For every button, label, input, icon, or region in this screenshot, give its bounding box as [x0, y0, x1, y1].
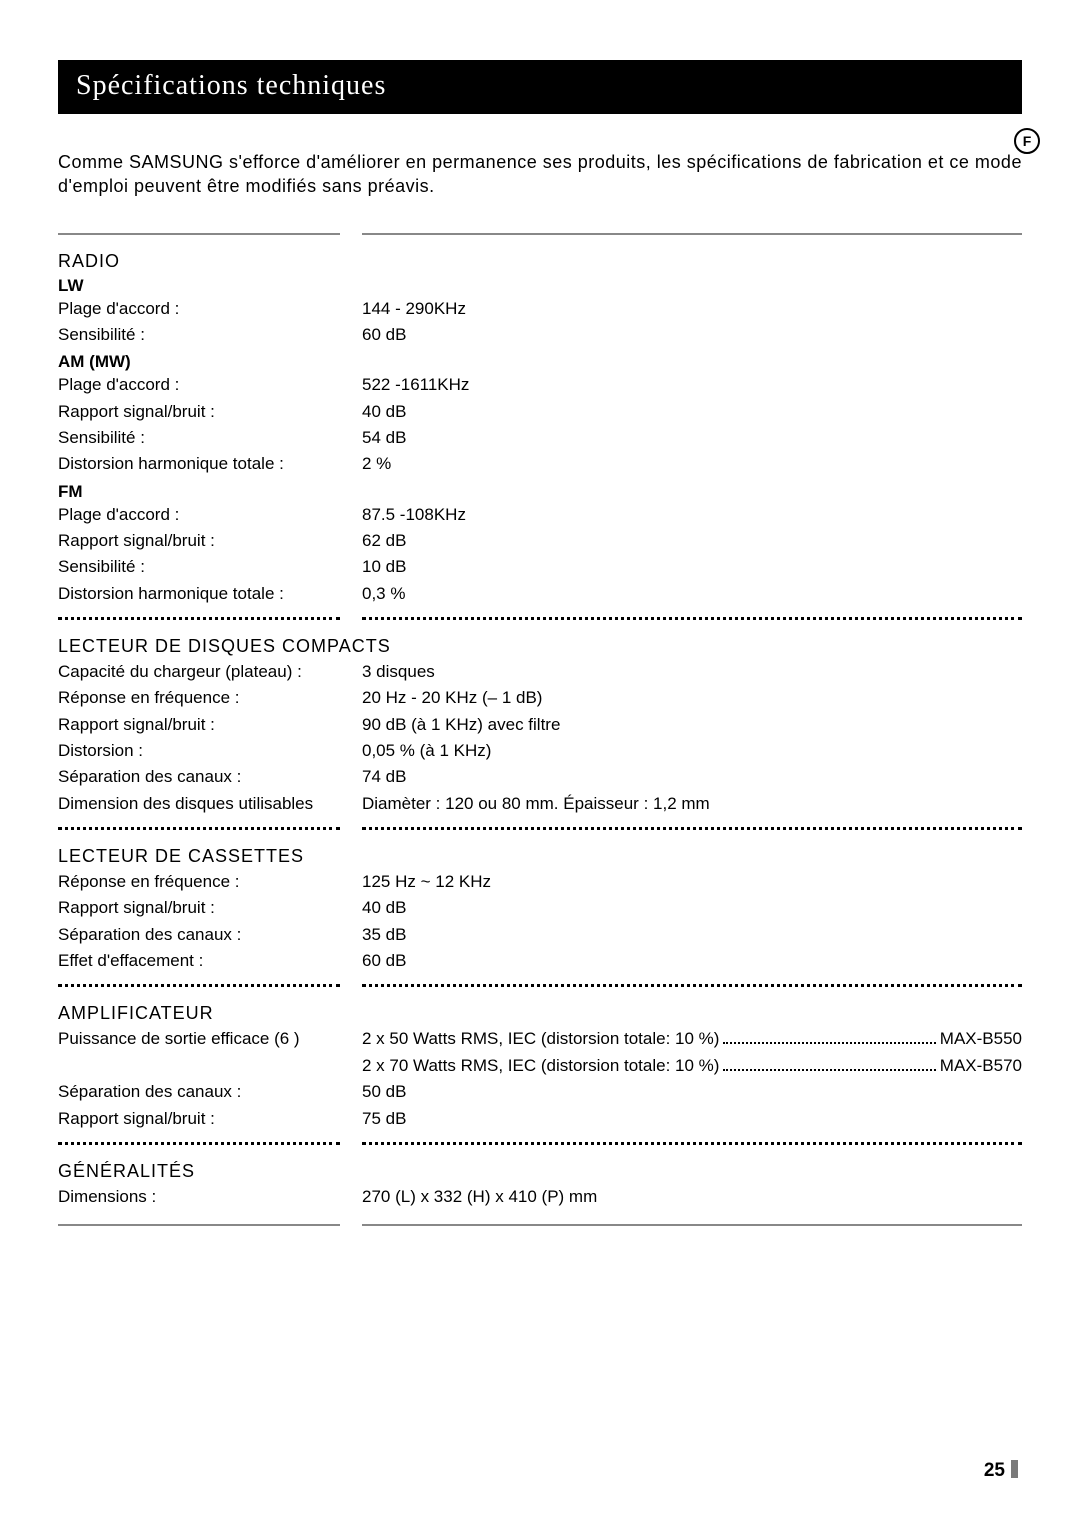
spec-label: Réponse en fréquence :: [58, 869, 362, 895]
spec-row: Rapport signal/bruit :40 dB: [58, 895, 1022, 921]
section-amp-title: AMPLIFICATEUR: [58, 1003, 1022, 1024]
spec-table: RADIO LW Plage d'accord :144 - 290KHzSen…: [58, 233, 1022, 1227]
badge-letter: F: [1014, 128, 1040, 154]
spec-value: 60 dB: [362, 948, 1022, 974]
spec-label: Distorsion harmonique totale :: [58, 581, 362, 607]
section-cd-title: LECTEUR DE DISQUES COMPACTS: [58, 636, 1022, 657]
spec-row: Rapport signal/bruit :90 dB (à 1 KHz) av…: [58, 712, 1022, 738]
spec-row: Séparation des canaux :74 dB: [58, 764, 1022, 790]
section-radio-title: RADIO: [58, 251, 1022, 272]
radio-fm-label: FM: [58, 482, 1022, 502]
spec-row: Plage d'accord :87.5 -108KHz: [58, 502, 1022, 528]
amp-model: MAX-B550: [940, 1026, 1022, 1052]
spec-label: Distorsion :: [58, 738, 362, 764]
spec-label: Dimensions :: [58, 1184, 362, 1210]
spec-value: 50 dB: [362, 1079, 1022, 1105]
amp-spec: 2 x 50 Watts RMS, IEC (distorsion totale…: [362, 1026, 719, 1052]
spec-row: Rapport signal/bruit :62 dB: [58, 528, 1022, 554]
dot-leader: [723, 1030, 935, 1044]
spec-value: 10 dB: [362, 554, 1022, 580]
spec-row: Séparation des canaux :35 dB: [58, 922, 1022, 948]
spec-label: Plage d'accord :: [58, 296, 362, 322]
spec-value: 40 dB: [362, 399, 1022, 425]
amp-power-row: Puissance de sortie efficace (6 )2 x 50 …: [58, 1026, 1022, 1052]
spec-row: Sensibilité :60 dB: [58, 322, 1022, 348]
spec-label: Réponse en fréquence :: [58, 685, 362, 711]
spec-value: 522 -1611KHz: [362, 372, 1022, 398]
spec-label: Puissance de sortie efficace (6 ): [58, 1026, 362, 1052]
spec-value: 2 %: [362, 451, 1022, 477]
spec-row: Distorsion harmonique totale :0,3 %: [58, 581, 1022, 607]
spec-value: 90 dB (à 1 KHz) avec filtre: [362, 712, 1022, 738]
spec-label: Sensibilité :: [58, 554, 362, 580]
page-title: Spécifications techniques: [58, 60, 1022, 114]
spec-label: Distorsion harmonique totale :: [58, 451, 362, 477]
spec-row: Réponse en fréquence :125 Hz ~ 12 KHz: [58, 869, 1022, 895]
spec-label: Rapport signal/bruit :: [58, 528, 362, 554]
spec-value: 125 Hz ~ 12 KHz: [362, 869, 1022, 895]
divider-dotted: [58, 617, 1022, 620]
section-general-title: GÉNÉRALITÉS: [58, 1161, 1022, 1182]
spec-row: Rapport signal/bruit :75 dB: [58, 1106, 1022, 1132]
spec-label: Dimension des disques utilisables: [58, 791, 362, 817]
spec-label: Séparation des canaux :: [58, 764, 362, 790]
spec-value: 3 disques: [362, 659, 1022, 685]
spec-label: Séparation des canaux :: [58, 1079, 362, 1105]
divider-dotted: [58, 984, 1022, 987]
spec-value: 20 Hz - 20 KHz (– 1 dB): [362, 685, 1022, 711]
radio-lw-label: LW: [58, 276, 1022, 296]
amp-model: MAX-B570: [940, 1053, 1022, 1079]
spec-label: Rapport signal/bruit :: [58, 712, 362, 738]
spec-row: Effet d'effacement :60 dB: [58, 948, 1022, 974]
divider-bottom: [58, 1224, 1022, 1226]
spec-row: Réponse en fréquence :20 Hz - 20 KHz (– …: [58, 685, 1022, 711]
spec-label: Plage d'accord :: [58, 372, 362, 398]
divider-dotted: [58, 827, 1022, 830]
spec-row: Capacité du chargeur (plateau) :3 disque…: [58, 659, 1022, 685]
page-number: 25: [984, 1460, 1018, 1482]
spec-label: Sensibilité :: [58, 322, 362, 348]
spec-row: Plage d'accord :522 -1611KHz: [58, 372, 1022, 398]
spec-value: 40 dB: [362, 895, 1022, 921]
spec-value: 74 dB: [362, 764, 1022, 790]
spec-value: 87.5 -108KHz: [362, 502, 1022, 528]
spec-value: 270 (L) x 332 (H) x 410 (P) mm: [362, 1184, 1022, 1210]
spec-row: Dimensions :270 (L) x 332 (H) x 410 (P) …: [58, 1184, 1022, 1210]
spec-value: 0,05 % (à 1 KHz): [362, 738, 1022, 764]
radio-am-label: AM (MW): [58, 352, 1022, 372]
spec-row: Dimension des disques utilisablesDiamète…: [58, 791, 1022, 817]
spec-label: Sensibilité :: [58, 425, 362, 451]
spec-value: 144 - 290KHz: [362, 296, 1022, 322]
spec-row: Sensibilité :10 dB: [58, 554, 1022, 580]
spec-value: 35 dB: [362, 922, 1022, 948]
spec-value: 62 dB: [362, 528, 1022, 554]
spec-label: Rapport signal/bruit :: [58, 1106, 362, 1132]
amp-spec: 2 x 70 Watts RMS, IEC (distorsion totale…: [362, 1053, 719, 1079]
spec-label: Effet d'effacement :: [58, 948, 362, 974]
spec-label: Rapport signal/bruit :: [58, 399, 362, 425]
spec-label: Séparation des canaux :: [58, 922, 362, 948]
spec-row: Distorsion harmonique totale :2 %: [58, 451, 1022, 477]
spec-label: Capacité du chargeur (plateau) :: [58, 659, 362, 685]
spec-value: 54 dB: [362, 425, 1022, 451]
spec-value: Diamèter : 120 ou 80 mm. Épaisseur : 1,2…: [362, 791, 1022, 817]
spec-row: Sensibilité :54 dB: [58, 425, 1022, 451]
spec-value: 0,3 %: [362, 581, 1022, 607]
spec-label: Plage d'accord :: [58, 502, 362, 528]
spec-row: Rapport signal/bruit :40 dB: [58, 399, 1022, 425]
section-cassette-title: LECTEUR DE CASSETTES: [58, 846, 1022, 867]
spec-row: Distorsion :0,05 % (à 1 KHz): [58, 738, 1022, 764]
spec-label: [58, 1053, 362, 1079]
divider-dotted: [58, 1142, 1022, 1145]
intro-text: Comme SAMSUNG s'efforce d'améliorer en p…: [58, 150, 1022, 199]
spec-row: Séparation des canaux :50 dB: [58, 1079, 1022, 1105]
amp-power-row: 2 x 70 Watts RMS, IEC (distorsion totale…: [58, 1053, 1022, 1079]
spec-row: Plage d'accord :144 - 290KHz: [58, 296, 1022, 322]
divider-top: [58, 233, 1022, 235]
spec-label: Rapport signal/bruit :: [58, 895, 362, 921]
spec-value: 75 dB: [362, 1106, 1022, 1132]
spec-value: 60 dB: [362, 322, 1022, 348]
dot-leader: [723, 1057, 935, 1071]
